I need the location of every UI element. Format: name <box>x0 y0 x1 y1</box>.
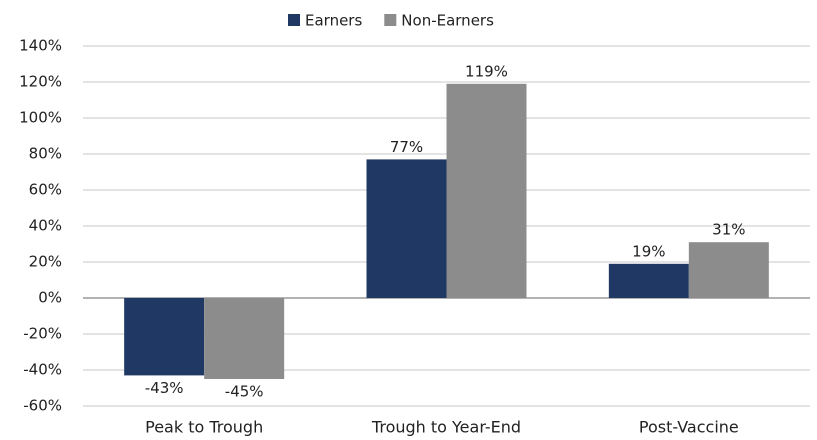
x-tick-label: Peak to Trough <box>145 418 263 437</box>
data-label: 119% <box>465 62 508 80</box>
bar <box>366 159 447 298</box>
legend-label: Earners <box>305 12 362 30</box>
data-label: 31% <box>712 221 745 239</box>
data-label: -45% <box>225 383 264 401</box>
y-tick-label: 120% <box>19 73 62 91</box>
legend-swatch <box>384 14 397 26</box>
y-tick-label: 60% <box>29 181 62 199</box>
bar <box>688 242 769 298</box>
y-tick-label: -40% <box>23 361 62 379</box>
y-tick-label: -60% <box>23 397 62 415</box>
data-label: -43% <box>145 379 184 397</box>
y-tick-label: 20% <box>29 253 62 271</box>
bar <box>204 298 285 379</box>
y-tick-label: 80% <box>29 145 62 163</box>
x-tick-label: Trough to Year-End <box>371 418 521 437</box>
legend-label: Non-Earners <box>401 12 494 30</box>
legend-swatch <box>288 14 300 26</box>
data-label: 19% <box>632 242 665 260</box>
bar <box>608 263 689 298</box>
x-tick-label: Post-Vaccine <box>639 418 739 437</box>
y-tick-label: 100% <box>19 109 62 127</box>
y-tick-label: 40% <box>29 217 62 235</box>
y-tick-label: 140% <box>19 37 62 55</box>
data-label: 77% <box>390 138 423 156</box>
bar <box>124 298 205 376</box>
y-tick-label: -20% <box>23 325 62 343</box>
bar <box>446 83 527 298</box>
y-tick-label: 0% <box>38 289 62 307</box>
